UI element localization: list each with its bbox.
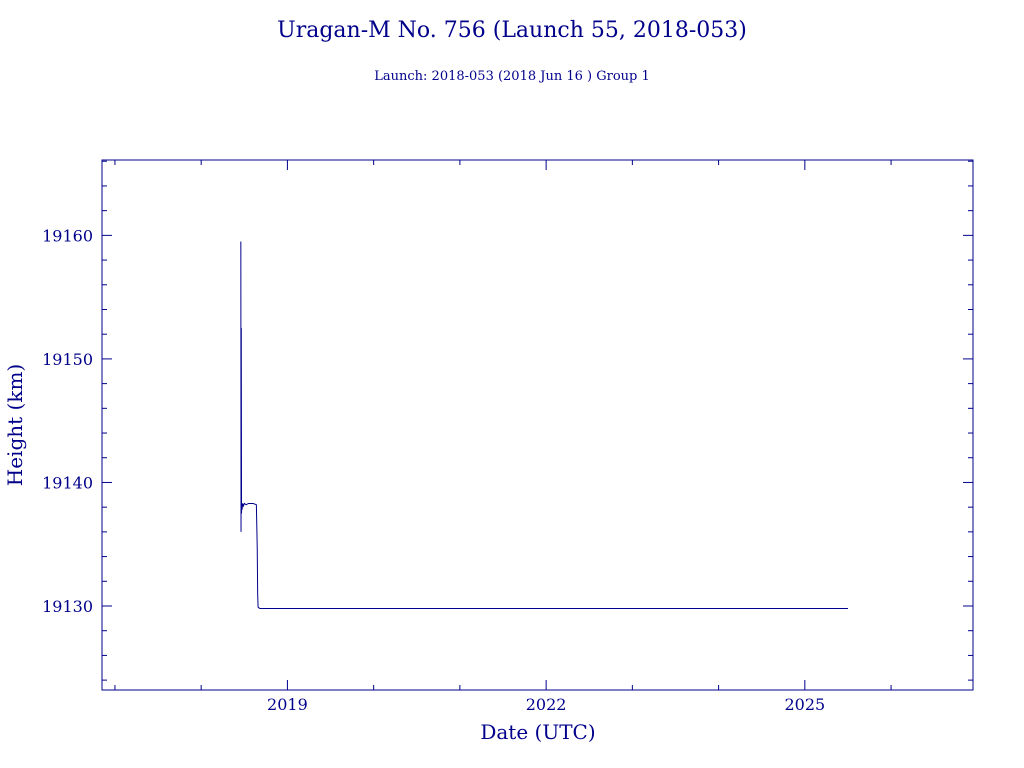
- series-line-0: [240, 241, 848, 609]
- x-tick-label: 2019: [267, 695, 308, 714]
- x-tick-label: 2025: [784, 695, 825, 714]
- x-tick-label: 2022: [526, 695, 567, 714]
- y-tick-label: 19160: [42, 226, 93, 245]
- y-tick-label: 19150: [42, 350, 93, 369]
- y-axis-tick-labels: 19130 19140 19150 19160: [42, 226, 93, 616]
- y-tick-label: 19140: [42, 473, 93, 492]
- chart-title: Uragan-M No. 756 (Launch 55, 2018-053): [277, 18, 747, 43]
- series-layer: [240, 241, 848, 609]
- x-axis-label: Date (UTC): [480, 720, 595, 744]
- x-axis-tick-labels: 2019 2022 2025: [267, 695, 825, 714]
- plot-frame: [101, 159, 974, 691]
- y-axis-label: Height (km): [3, 364, 27, 486]
- y-axis-ticks: [102, 160, 973, 681]
- y-tick-label: 19130: [42, 597, 93, 616]
- x-axis-ticks: [114, 160, 892, 690]
- chart-subtitle: Launch: 2018-053 (2018 Jun 16 ) Group 1: [374, 69, 650, 84]
